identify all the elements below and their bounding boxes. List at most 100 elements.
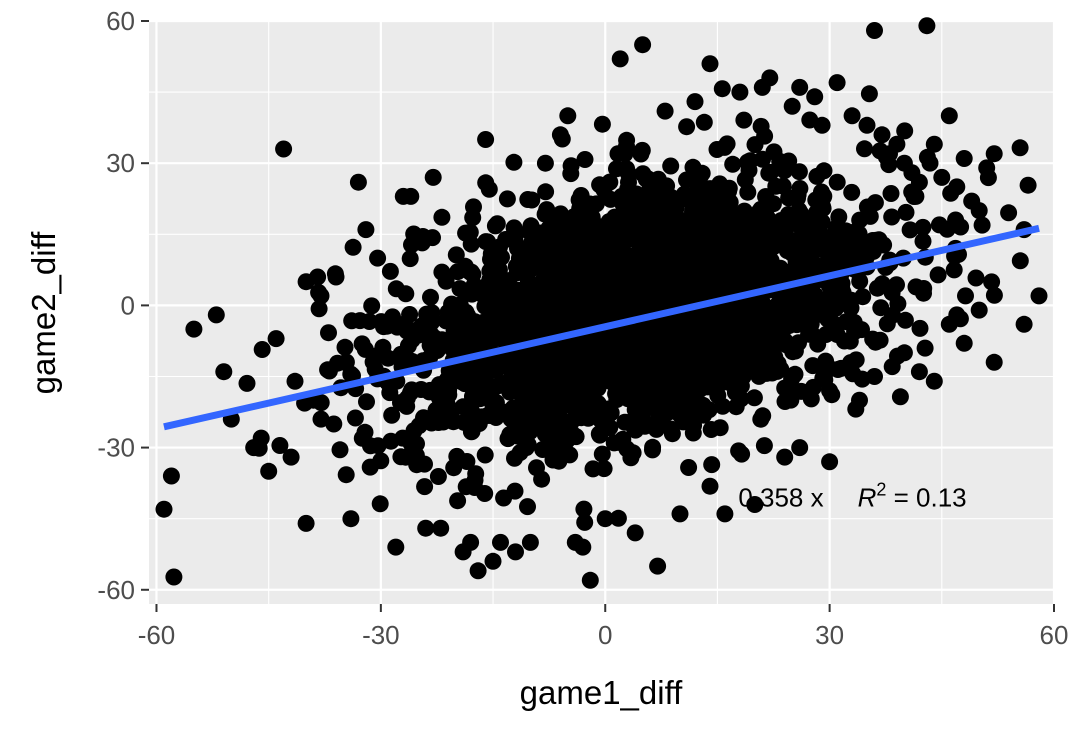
data-point [531, 255, 549, 273]
data-point [783, 244, 801, 262]
data-point [640, 351, 658, 369]
data-point [576, 151, 594, 168]
data-point [558, 245, 576, 263]
data-point [851, 391, 868, 409]
data-point [948, 306, 966, 324]
data-point [463, 394, 481, 412]
data-point [746, 496, 764, 513]
data-point [512, 262, 530, 280]
data-point [521, 533, 539, 551]
y-tick-label: 60 [106, 6, 135, 36]
data-point [260, 462, 278, 480]
data-point [565, 390, 583, 408]
data-point [662, 157, 680, 175]
data-point [331, 441, 349, 459]
data-point [656, 273, 674, 291]
data-point [564, 314, 582, 332]
y-tick-label: -30 [97, 433, 135, 463]
data-point [695, 113, 713, 131]
data-point [786, 315, 804, 333]
data-point [445, 459, 463, 477]
data-point [551, 233, 569, 251]
data-point [925, 135, 943, 153]
data-point [716, 214, 734, 232]
data-point [581, 571, 599, 589]
data-point [752, 117, 770, 135]
x-tick-label: -30 [362, 620, 400, 650]
data-point [813, 116, 831, 134]
data-point [896, 311, 914, 329]
data-point [701, 55, 719, 73]
data-point [771, 306, 789, 324]
data-point [967, 269, 985, 287]
data-point [631, 236, 648, 254]
data-point [846, 231, 864, 249]
data-point [678, 118, 696, 136]
data-point [821, 382, 839, 400]
data-point [566, 209, 584, 226]
data-point [678, 171, 695, 189]
data-point [405, 422, 423, 440]
data-point [612, 283, 630, 301]
data-point [384, 308, 401, 326]
data-point [567, 371, 585, 389]
data-point [536, 205, 554, 223]
data-point [401, 250, 419, 268]
data-point [310, 300, 328, 318]
data-point [619, 390, 637, 408]
data-point [575, 194, 593, 212]
data-point [757, 188, 775, 206]
data-point [656, 102, 674, 120]
data-point [615, 359, 633, 377]
data-point [671, 505, 689, 523]
data-point [346, 409, 364, 427]
data-point [1030, 287, 1048, 305]
data-point [477, 131, 495, 148]
data-point [910, 363, 928, 381]
data-point [429, 414, 447, 431]
data-point [550, 452, 568, 470]
data-point [978, 159, 996, 177]
data-point [792, 382, 810, 400]
data-point [455, 365, 473, 383]
data-point [741, 272, 759, 290]
data-point [704, 269, 722, 287]
data-point [726, 384, 744, 401]
data-point [282, 448, 300, 466]
data-point [644, 382, 662, 400]
data-point [589, 395, 607, 413]
regression-line [163, 224, 1040, 431]
data-point [447, 246, 465, 264]
data-point [366, 360, 384, 378]
data-point [327, 268, 345, 286]
data-point [519, 436, 537, 454]
data-point [703, 456, 721, 474]
data-point [575, 292, 593, 310]
data-point [813, 213, 831, 231]
data-point [486, 266, 504, 284]
data-point [735, 111, 753, 129]
data-point [596, 510, 614, 528]
data-point [779, 206, 797, 223]
data-point [985, 286, 1003, 304]
data-point [888, 135, 906, 153]
data-point [432, 519, 450, 537]
data-point [686, 93, 704, 111]
data-point [601, 419, 619, 436]
data-point [910, 173, 928, 191]
data-point [372, 452, 390, 470]
data-point [410, 326, 428, 344]
data-point [856, 140, 873, 158]
data-point [983, 273, 1001, 291]
data-point [369, 249, 387, 267]
data-point [844, 365, 862, 383]
data-point [713, 80, 731, 98]
data-point [752, 410, 770, 428]
data-point [933, 168, 951, 186]
data-point [575, 500, 593, 518]
data-point [479, 407, 497, 424]
data-point [918, 148, 936, 166]
data-point [408, 456, 426, 474]
data-point [238, 374, 256, 392]
data-point [882, 185, 900, 202]
